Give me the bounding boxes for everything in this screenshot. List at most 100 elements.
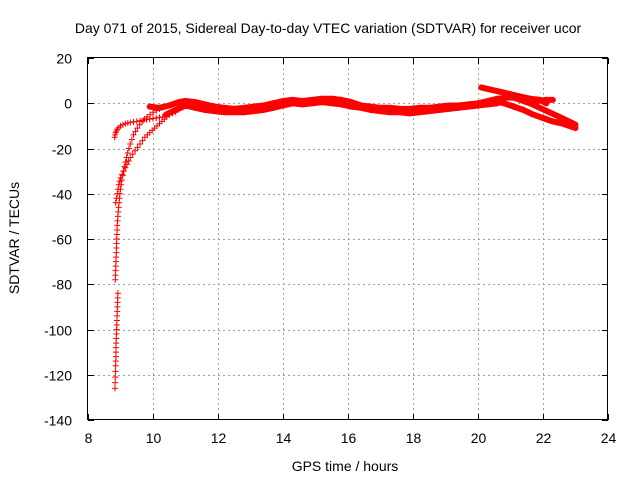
data-point <box>115 186 122 193</box>
data-point <box>338 101 345 108</box>
data-point <box>348 103 355 110</box>
data-point <box>112 358 119 365</box>
data-point <box>114 190 121 197</box>
data-point <box>137 117 143 124</box>
data-point <box>127 154 134 161</box>
series-band-line <box>507 93 579 128</box>
x-tick-label: 20 <box>471 430 487 446</box>
x-tick-label: 8 <box>85 430 93 446</box>
y-tick-label: -140 <box>44 413 72 429</box>
data-point <box>202 107 208 114</box>
data-point <box>527 100 533 107</box>
data-point <box>426 108 433 115</box>
data-point <box>127 140 134 147</box>
data-point <box>520 107 527 114</box>
data-point <box>397 109 403 116</box>
data-point <box>120 168 127 175</box>
data-point <box>507 93 514 100</box>
data-point <box>543 100 550 107</box>
data-point <box>125 157 132 164</box>
data-point <box>540 114 546 121</box>
data-point <box>113 331 120 338</box>
data-point <box>144 131 151 138</box>
data-point <box>250 108 257 115</box>
data-point <box>113 254 120 261</box>
data-point <box>491 97 498 104</box>
data-point <box>172 107 179 114</box>
data-point <box>114 312 121 319</box>
data-point <box>112 368 119 375</box>
data-point <box>149 127 156 134</box>
data-point <box>501 100 507 107</box>
data-point <box>119 121 126 128</box>
data-point <box>125 145 132 152</box>
data-point <box>517 96 524 103</box>
data-point <box>140 117 147 124</box>
data-point <box>358 104 364 111</box>
data-point <box>549 96 556 103</box>
data-point <box>111 385 118 392</box>
data-point <box>497 88 504 95</box>
data-point <box>113 195 120 202</box>
data-point <box>475 102 481 109</box>
data-point <box>546 109 553 116</box>
marks-layer <box>111 84 579 392</box>
data-point <box>153 114 160 121</box>
data-point <box>270 104 277 111</box>
data-point <box>115 208 122 215</box>
x-tick-label: 14 <box>276 430 292 446</box>
series-arc-steep <box>111 101 176 392</box>
data-point <box>536 96 543 103</box>
data-point <box>182 102 189 109</box>
y-tick-label: -60 <box>52 232 72 248</box>
series-arc-late-mid <box>507 93 579 128</box>
data-point <box>192 104 199 111</box>
data-point <box>143 116 150 123</box>
y-tick-label: -40 <box>52 187 72 203</box>
data-point <box>133 118 140 125</box>
data-point <box>566 118 572 125</box>
data-point <box>112 374 119 381</box>
data-point <box>124 120 131 127</box>
data-point <box>114 294 121 301</box>
data-point <box>113 321 120 328</box>
data-point <box>166 102 173 109</box>
y-tick-label: -80 <box>52 277 72 293</box>
data-point <box>137 140 143 147</box>
data-point <box>549 118 556 125</box>
data-point <box>128 136 135 143</box>
data-point <box>114 303 121 310</box>
data-point <box>176 99 182 106</box>
data-point <box>377 108 384 115</box>
y-tick-label: -20 <box>52 142 72 158</box>
data-point <box>132 128 139 135</box>
series-band-low <box>163 99 501 118</box>
data-point <box>139 137 146 144</box>
y-tick-label: 0 <box>64 96 72 112</box>
data-point <box>119 171 126 178</box>
y-tick-label: -120 <box>44 368 72 384</box>
data-point <box>112 272 119 279</box>
y-axis-label: SDTVAR / TECUs <box>6 182 22 294</box>
data-point <box>112 349 119 356</box>
data-point <box>134 144 141 151</box>
data-point <box>114 217 121 224</box>
series-band-line <box>491 98 579 132</box>
data-point <box>211 108 218 115</box>
data-point <box>536 104 543 111</box>
data-point <box>406 110 413 117</box>
data-point <box>122 164 129 171</box>
x-tick-label: 24 <box>601 430 617 446</box>
data-point <box>289 100 296 107</box>
data-point <box>132 147 139 154</box>
data-point <box>154 122 161 129</box>
data-point <box>115 181 122 188</box>
data-point <box>112 131 119 138</box>
data-point <box>455 104 462 111</box>
data-point <box>158 118 165 125</box>
chart-title: Day 071 of 2015, Sidereal Day-to-day VTE… <box>75 20 582 36</box>
data-point <box>113 236 120 242</box>
data-point <box>530 111 537 118</box>
data-point <box>260 107 267 114</box>
